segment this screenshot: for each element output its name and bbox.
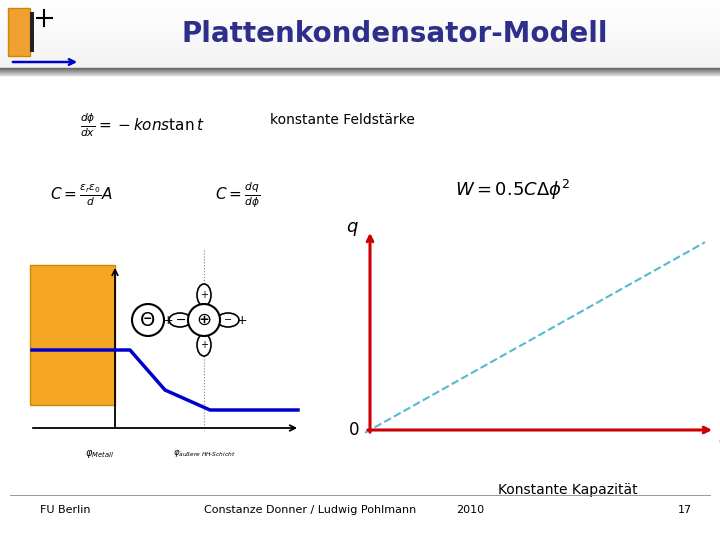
- Text: 2010: 2010: [456, 505, 484, 515]
- Text: Konstante Kapazität: Konstante Kapazität: [498, 483, 638, 497]
- Text: konstante Feldstärke: konstante Feldstärke: [270, 113, 415, 127]
- Circle shape: [132, 304, 164, 336]
- Text: Plattenkondensator-Modell: Plattenkondensator-Modell: [181, 20, 608, 48]
- Text: +: +: [163, 314, 174, 327]
- Text: $\phi$: $\phi$: [718, 429, 720, 451]
- Text: Constanze Donner / Ludwig Pohlmann: Constanze Donner / Ludwig Pohlmann: [204, 505, 416, 515]
- Text: $\varphi_{Metall}$: $\varphi_{Metall}$: [86, 448, 114, 460]
- Ellipse shape: [217, 313, 239, 327]
- Text: +: +: [200, 340, 208, 350]
- Bar: [8, 8, 30, 56]
- Text: +: +: [200, 290, 208, 300]
- Text: $C = \frac{dq}{d\phi}$: $C = \frac{dq}{d\phi}$: [215, 180, 260, 210]
- Text: 0: 0: [348, 421, 359, 439]
- Text: 17: 17: [678, 505, 692, 515]
- Text: −: −: [176, 314, 186, 327]
- Text: $C = \frac{\varepsilon_r\varepsilon_0}{d} A$: $C = \frac{\varepsilon_r\varepsilon_0}{d…: [50, 183, 112, 208]
- Text: $\frac{d\phi}{dx} = -kons\tan t$: $\frac{d\phi}{dx} = -kons\tan t$: [80, 111, 205, 139]
- Text: −: −: [176, 315, 184, 325]
- Ellipse shape: [169, 313, 191, 327]
- Text: +: +: [237, 314, 247, 327]
- Text: −: −: [224, 315, 232, 325]
- Ellipse shape: [197, 284, 211, 306]
- Circle shape: [188, 304, 220, 336]
- Ellipse shape: [197, 334, 211, 356]
- Text: $\varphi_{\ddot{a}u\ss ere\ HH\text{-}Schicht}$: $\varphi_{\ddot{a}u\ss ere\ HH\text{-}Sc…: [173, 448, 235, 459]
- Text: $W = 0.5C\Delta\phi^2$: $W = 0.5C\Delta\phi^2$: [455, 178, 570, 202]
- Text: FU Berlin: FU Berlin: [40, 505, 90, 515]
- Text: Θ: Θ: [140, 310, 156, 329]
- Bar: [30, 265, 115, 405]
- Text: ⊕: ⊕: [197, 311, 212, 329]
- Bar: [30, 12, 34, 52]
- Text: q: q: [346, 218, 358, 236]
